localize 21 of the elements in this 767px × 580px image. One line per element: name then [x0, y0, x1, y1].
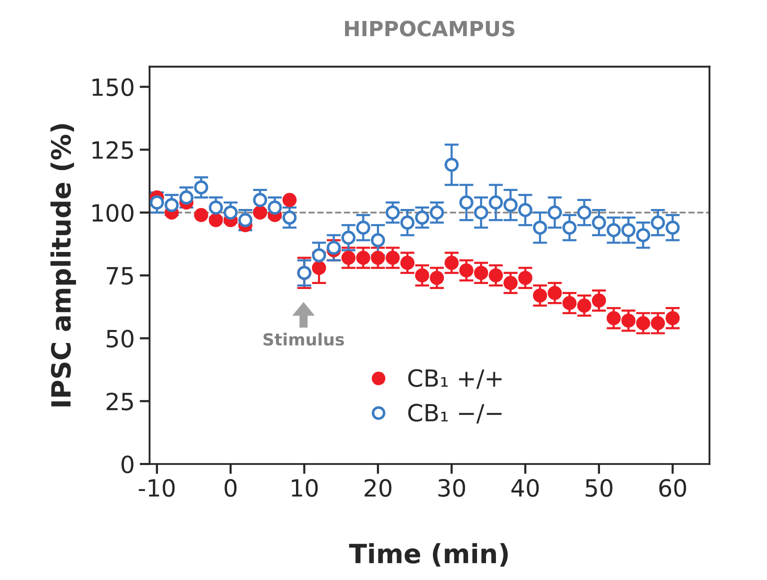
x-tick-label: 0	[224, 479, 237, 497]
x-tick-label: 10	[292, 479, 318, 497]
x-tick-label: 20	[364, 479, 392, 497]
x-tick-label: 50	[586, 479, 612, 497]
annotation: Stimulus	[264, 332, 344, 346]
x-tick-label: -10	[138, 479, 175, 497]
x-tick-label: 60	[659, 479, 686, 497]
x-axis-title: Time (min)	[349, 543, 508, 567]
legend-label: CB₁ −/−	[408, 404, 502, 424]
y-tick-label: 50	[106, 330, 134, 348]
y-tick-label: 100	[92, 204, 134, 222]
legend-label: CB₁ +/+	[408, 369, 502, 389]
y-tick-label: 125	[92, 141, 133, 159]
x-tick-label: 30	[438, 479, 466, 497]
y-axis-title: IPSC amplitude (%)	[50, 124, 76, 406]
y-tick-label: 150	[92, 78, 134, 96]
y-tick-label: 75	[106, 267, 133, 285]
chart-title: HIPPOCAMPUS	[345, 20, 514, 36]
y-tick-label: 0	[122, 455, 134, 474]
y-tick-label: 25	[106, 392, 133, 410]
x-tick-label: 40	[511, 479, 539, 497]
